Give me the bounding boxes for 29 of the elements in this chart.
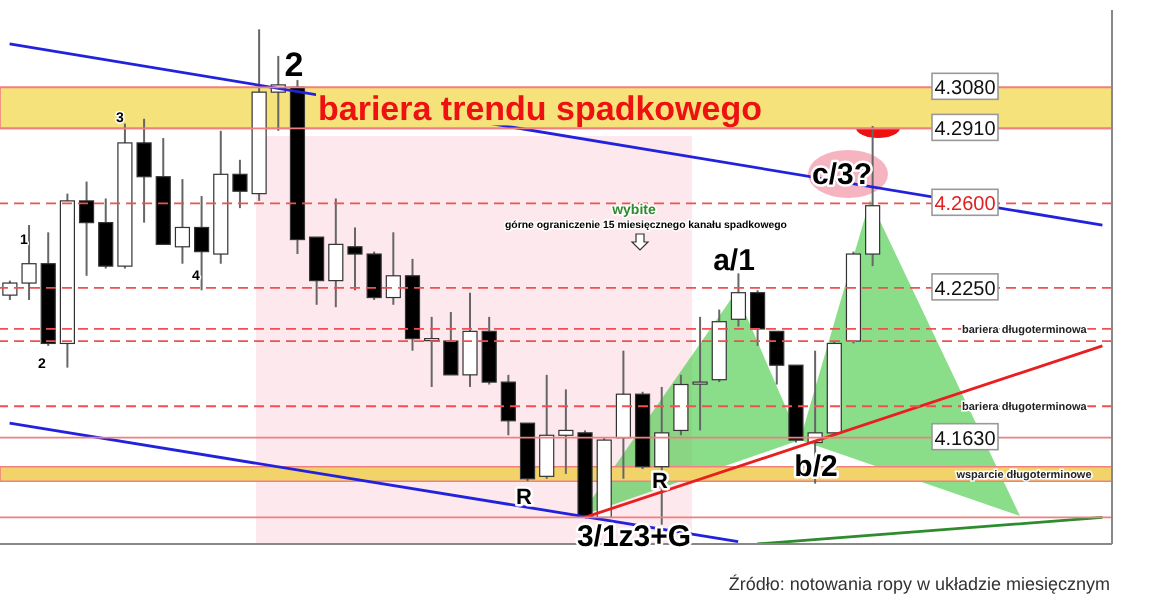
candlestick: [366, 250, 382, 301]
annotation: 3/1z3+G: [576, 520, 692, 554]
candlestick: [750, 289, 766, 347]
candlestick: [385, 231, 401, 306]
annotation: R: [516, 486, 533, 510]
candlestick: [462, 291, 478, 388]
candlestick: [78, 180, 95, 277]
annotation: 2: [284, 46, 304, 84]
candlestick: [194, 195, 210, 292]
candlestick: [347, 226, 363, 292]
candlestick: [98, 197, 114, 270]
candlestick: [328, 197, 344, 309]
band-label: bariera trendu spadkowego: [318, 89, 762, 128]
candlestick: [769, 330, 785, 386]
candlestick: [309, 236, 325, 306]
candlestick: [539, 373, 555, 480]
candlestick: [500, 373, 516, 437]
ref-line-label: 4.1630: [934, 428, 997, 451]
ref-line-label: 4.3080: [934, 78, 997, 101]
text: Źródło: notowania ropy w układzie miesięcznym: [728, 574, 1110, 594]
annotation: R: [652, 470, 669, 494]
ref-line-label: 4.2600: [934, 194, 997, 217]
candlestick: [443, 311, 459, 376]
candlestick: [174, 178, 191, 265]
ref-line-label: 4.2910: [934, 119, 997, 142]
candlestick: [730, 272, 747, 328]
annotation: a/1: [713, 244, 755, 278]
ref-line-label: 4.2250: [934, 278, 997, 301]
candlestick: [615, 349, 631, 480]
